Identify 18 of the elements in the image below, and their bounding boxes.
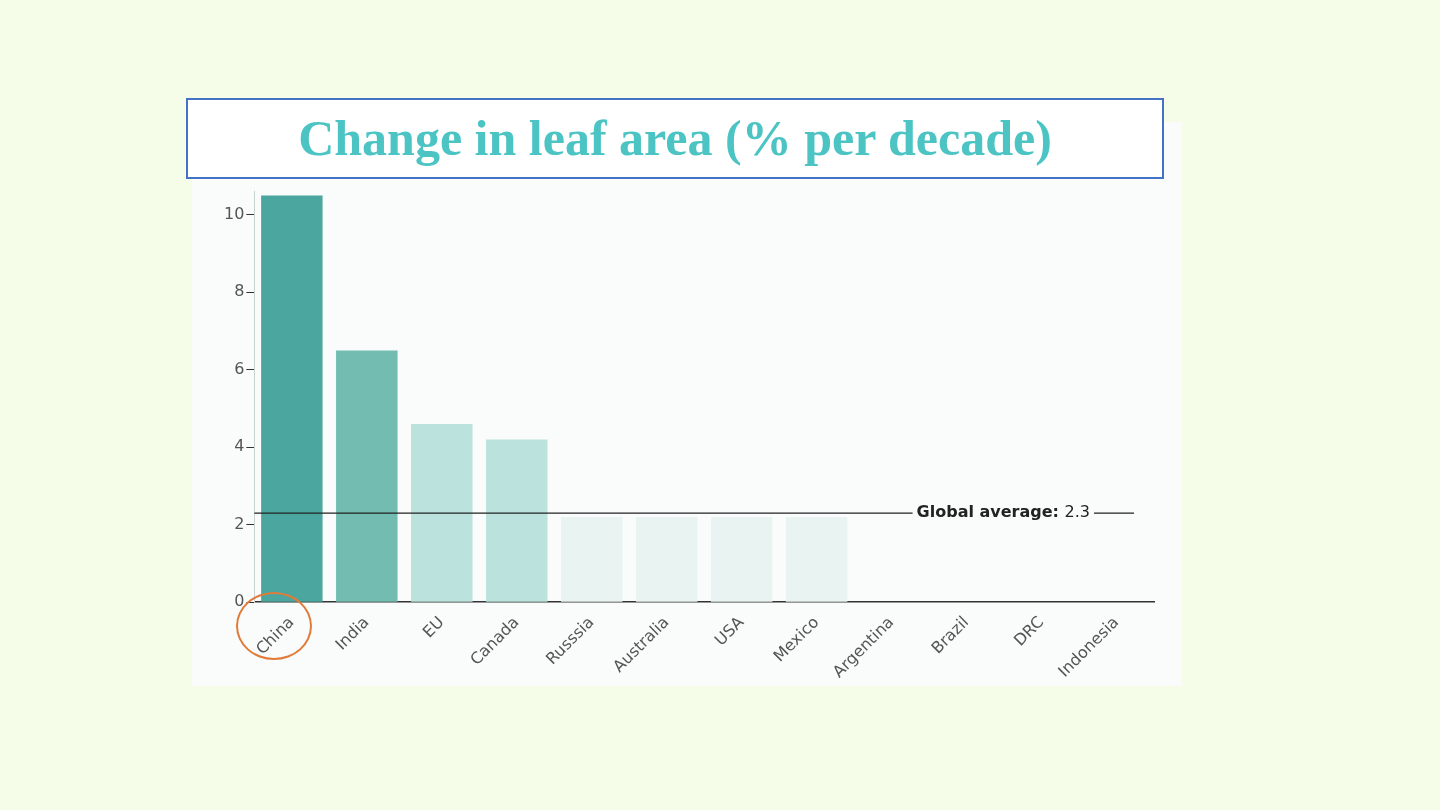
y-tick-label: 8 [234, 281, 245, 301]
y-tick-label: 6 [234, 358, 245, 378]
y-tick-label: 10 [224, 204, 245, 223]
bar [261, 195, 323, 602]
bar [336, 350, 398, 602]
bar [486, 439, 548, 602]
x-tick-label: EU [418, 612, 448, 642]
y-tick-label: 0 [234, 591, 245, 611]
bar [411, 424, 473, 602]
ref-line-label: Global average: 2.3 [916, 502, 1091, 522]
y-tick-label: 4 [234, 436, 245, 456]
chart-title: Change in leaf area (% per decade) [186, 98, 1164, 179]
bar [560, 517, 623, 602]
bar [710, 517, 773, 602]
y-tick-label: 2 [234, 513, 245, 533]
x-tick-label: USA [710, 612, 748, 650]
bar [785, 517, 848, 602]
bar [635, 517, 698, 602]
